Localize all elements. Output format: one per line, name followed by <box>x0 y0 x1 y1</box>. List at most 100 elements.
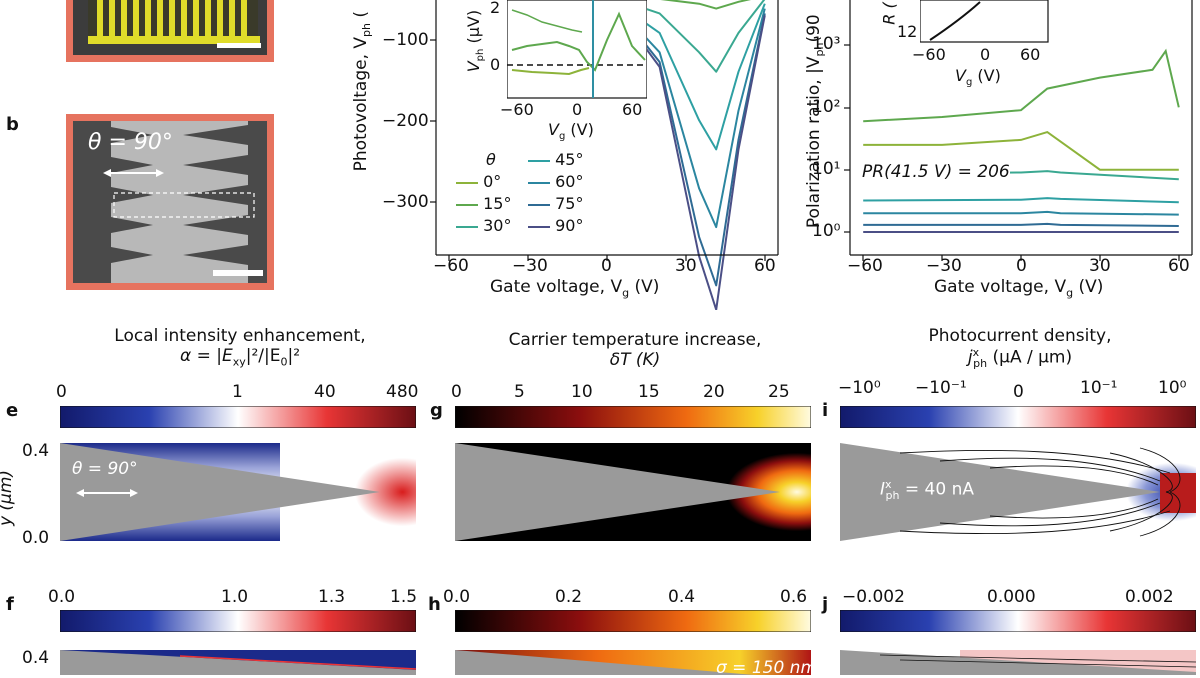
panel-letter-i: i <box>822 400 829 421</box>
c-series-15deg <box>660 0 752 10</box>
c-legend-item-5: 75° <box>528 194 583 213</box>
colorbar-e-title: Local intensity enhancement, α = |Exy|²/… <box>114 326 366 369</box>
device-image-a <box>66 0 274 62</box>
d-inset-xtick-1: 0 <box>980 45 991 64</box>
c-legend-title: θ <box>486 150 496 169</box>
map-i-label: Ixph = 40 nA <box>880 478 974 503</box>
d-annotation-pr: PR(41.5 V) = 206 <box>862 162 1010 182</box>
c-ytick-200: −200 <box>382 111 429 131</box>
cb-j-tick-1: 0.000 <box>987 587 1036 607</box>
map-g-temperature <box>455 443 811 541</box>
map-f-ytick: 0.4 <box>22 648 50 668</box>
plot-photovoltage <box>430 0 779 310</box>
d-inset-ytick: 12 <box>897 22 918 41</box>
panel-letter-j: j <box>822 594 829 615</box>
d-xtick-0: −60 <box>847 256 883 276</box>
cb-e-tick-3: 480 <box>386 382 419 402</box>
panel-letter-h: h <box>428 594 441 615</box>
map-e-ytick-0: 0.4 <box>22 441 50 461</box>
cb-i-tick-0: −10⁰ <box>838 378 881 398</box>
c-inset-plot <box>507 0 647 99</box>
cb-f-tick-0: 0.0 <box>48 587 76 607</box>
d-ytick-1e0: 10⁰ <box>812 221 841 241</box>
d-ytick-1e2: 10² <box>812 97 841 117</box>
d-xtick-2: 0 <box>1016 256 1027 276</box>
cb-j-tick-2: 0.002 <box>1125 587 1174 607</box>
cb-h-tick-0: 0.0 <box>443 587 471 607</box>
c-legend-item-2: 30° <box>456 216 511 235</box>
d-series-15deg <box>863 48 1180 123</box>
c-series-30deg <box>616 0 766 73</box>
c-ylabel: Photovoltage, Vph ( <box>350 10 374 172</box>
cb-f-tick-2: 1.3 <box>318 587 346 607</box>
c-inset-xtick-2: 60 <box>622 100 643 119</box>
colorbar-j <box>840 610 1196 632</box>
colorbar-f <box>60 610 416 632</box>
panel-letter-f: f <box>6 594 14 615</box>
c-legend: θ 0° 15° 30° 45° 60° 75° 90° <box>456 150 616 240</box>
cb-g-tick-0: 0 <box>451 382 462 402</box>
c-inset-ylabel: Vph (μV) <box>463 9 487 73</box>
cb-j-tick-0: −0.002 <box>842 587 905 607</box>
cb-h-tick-3: 0.6 <box>780 587 808 607</box>
colorbar-h <box>455 610 811 632</box>
panel-letter-b: b <box>6 114 19 135</box>
d-ytick-1e3: 10³ <box>812 34 841 54</box>
cb-e-tick-1: 1 <box>232 382 243 402</box>
d-ytick-1e1: 10¹ <box>812 159 841 179</box>
c-xtick-4: 60 <box>754 256 776 276</box>
cb-h-tick-1: 0.2 <box>555 587 583 607</box>
cb-g-tick-4: 20 <box>703 382 725 402</box>
map-h-label: σ = 150 nm <box>716 658 818 678</box>
d-series-0deg <box>863 131 1179 171</box>
panel-letter-e: e <box>6 400 19 421</box>
d-xtick-3: 30 <box>1089 256 1111 276</box>
c-inset-xtick-1: 0 <box>572 100 583 119</box>
c-legend-item-6: 90° <box>528 216 583 235</box>
cb-g-tick-3: 15 <box>638 382 660 402</box>
c-ytick-300: −300 <box>382 192 429 212</box>
sem-image-b-content <box>73 121 267 283</box>
c-xtick-0: −60 <box>433 256 469 276</box>
c-inset-xtick-0: −60 <box>500 100 534 119</box>
cb-h-tick-2: 0.4 <box>668 587 696 607</box>
panel-letter-g: g <box>430 400 443 421</box>
device-image-a-inner <box>73 0 267 55</box>
c-xtick-3: 30 <box>675 256 697 276</box>
c-xtick-1: −30 <box>512 256 548 276</box>
cb-e-tick-0: 0 <box>56 382 67 402</box>
colorbar-i-title: Photocurrent density, jxph (μA / μm) <box>928 326 1112 371</box>
map-e-ytick-1: 0.0 <box>22 528 50 548</box>
polarization-ratio-curves <box>863 48 1180 233</box>
d-xtick-4: 60 <box>1168 256 1190 276</box>
c-inset-ytick-0: 0 <box>490 55 501 74</box>
angle-label-b: θ = 90° <box>88 130 173 155</box>
c-series-60deg <box>609 0 766 229</box>
photovoltage-curves <box>608 0 766 310</box>
c-series-90deg <box>608 0 766 310</box>
map-h <box>455 650 811 675</box>
d-inset-ylabel: R ( <box>879 2 899 25</box>
d-xlabel: Gate voltage, Vg (V) <box>934 277 1104 300</box>
double-arrow-icon <box>76 489 138 497</box>
d-series-45deg <box>863 197 1179 204</box>
c-series-45deg <box>611 0 766 151</box>
colorbar-i <box>840 406 1196 428</box>
c-legend-item-4: 60° <box>528 172 583 191</box>
c-xtick-2: 0 <box>601 256 612 276</box>
d-inset-xtick-2: 60 <box>1020 45 1041 64</box>
c-inset-ytick-2: 2 <box>490 0 501 17</box>
colorbar-g <box>455 406 811 428</box>
c-ytick-100: −100 <box>382 30 429 50</box>
c-legend-item-1: 15° <box>456 194 511 213</box>
sem-image-b: θ = 90° <box>66 114 274 290</box>
d-series-75deg <box>863 222 1179 227</box>
map-j <box>840 650 1196 675</box>
cb-i-tick-4: 10⁰ <box>1158 378 1187 398</box>
cb-i-tick-1: −10⁻¹ <box>915 378 967 398</box>
map-i-photocurrent <box>840 443 1196 541</box>
plot-polarization-ratio <box>844 0 1193 261</box>
map-f <box>60 650 416 675</box>
cb-f-tick-3: 1.5 <box>390 587 418 607</box>
colorbar-g-title: Carrier temperature increase, δT (K) <box>508 330 762 370</box>
